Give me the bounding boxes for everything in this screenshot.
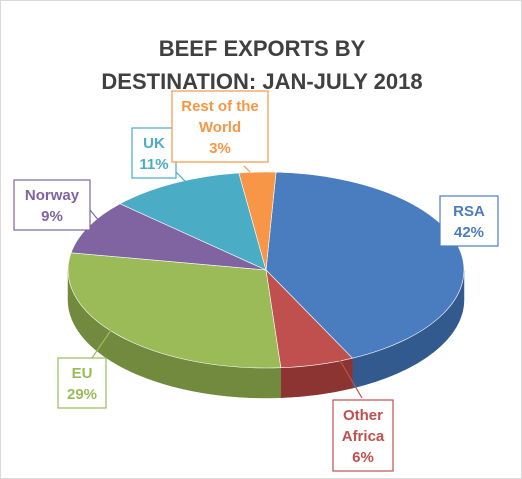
data-label-box-rsa — [439, 195, 499, 247]
data-label-norway: Norway 9% — [13, 179, 101, 231]
data-label-name: Rest of the — [181, 98, 259, 115]
data-label-uk: UK 11% — [131, 127, 187, 183]
data-label-name: Norway — [25, 187, 80, 204]
data-label-name: UK — [143, 135, 165, 152]
leader-line-norway — [89, 209, 101, 223]
data-label-name: World — [199, 119, 241, 136]
chart-title-line-1: BEEF EXPORTS BY — [159, 36, 366, 61]
leader-line-other-africa — [334, 351, 363, 399]
data-label-name: Africa — [342, 428, 385, 445]
data-label-value: 9% — [41, 208, 63, 225]
slice-eu — [67, 252, 282, 369]
data-label-other-africa: Other Africa 6% — [332, 351, 394, 472]
data-label-box-other-africa — [332, 399, 394, 472]
data-label-box-uk — [131, 127, 177, 179]
leader-line-uk — [175, 171, 187, 183]
data-label-value: 11% — [139, 156, 168, 173]
data-label-name: EU — [72, 365, 93, 382]
data-label-eu: EU 29% — [57, 319, 119, 409]
leader-line-rest-of-the-world — [243, 165, 251, 173]
data-label-value: 42% — [454, 224, 484, 241]
slice-rsa — [265, 171, 465, 359]
data-label-box-eu — [57, 357, 107, 409]
data-label-rsa: RSA 42% — [439, 195, 499, 247]
data-label-value: 29% — [67, 386, 97, 403]
slice-rest-of-the-world — [238, 171, 277, 271]
data-label-value: 3% — [209, 140, 231, 157]
data-label-name: RSA — [453, 203, 485, 220]
data-label-box-norway — [13, 179, 91, 231]
chart-title-line-2: DESTINATION: JAN-JULY 2018 — [101, 69, 422, 94]
data-label-box-rest-of-the-world — [171, 90, 269, 163]
chart-title: BEEF EXPORTS BY DESTINATION: JAN-JULY 20… — [101, 36, 422, 94]
leader-line-eu — [91, 319, 119, 359]
slice-uk — [119, 172, 267, 271]
data-label-rest-of-the-world: Rest of the World 3% — [171, 90, 269, 173]
data-label-name: Other — [343, 407, 383, 424]
data-label-value: 6% — [352, 449, 374, 466]
